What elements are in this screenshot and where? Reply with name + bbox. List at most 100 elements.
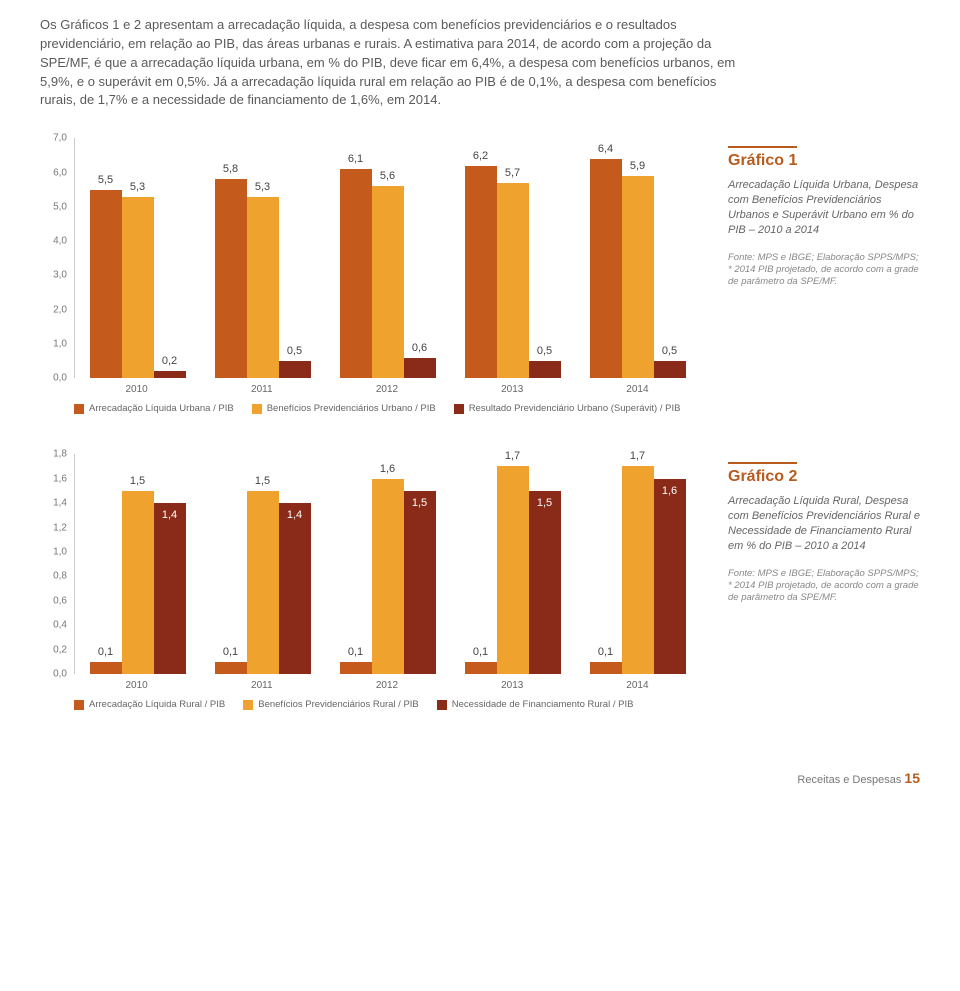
chart1-source: Fonte: MPS e IBGE; Elaboração SPPS/MPS; … [728, 252, 920, 289]
legend-swatch [74, 700, 84, 710]
chart2-source: Fonte: MPS e IBGE; Elaboração SPPS/MPS; … [728, 568, 920, 605]
ytick: 0,8 [53, 571, 67, 582]
chart2-title: Gráfico 2 [728, 462, 797, 486]
xlabel: 2012 [324, 384, 449, 395]
chart2-desc: Arrecadação Líquida Rural, Despesa com B… [728, 494, 920, 553]
year-group: 0,1 1,7 1,6 [575, 454, 700, 674]
legend-swatch [252, 404, 262, 414]
chart1-title: Gráfico 1 [728, 146, 797, 170]
bar-label: 1,6 [380, 463, 395, 475]
chart1-plot: 7,06,05,04,03,02,01,00,0 5,55,30,25,85,3… [74, 138, 700, 378]
ytick: 1,4 [53, 498, 67, 509]
chart2-legend: Arrecadação Líquida Rural / PIB Benefício… [74, 699, 700, 710]
year-group: 6,15,60,6 [325, 138, 450, 378]
ytick: 7,0 [53, 133, 67, 144]
chart1-yaxis: 7,06,05,04,03,02,01,00,0 [41, 138, 71, 378]
bar: 0,5 [654, 361, 686, 378]
bar-label: 1,7 [505, 450, 520, 462]
legend-label: Arrecadação Líquida Urbana / PIB [89, 403, 234, 414]
footer-section: Receitas e Despesas [797, 774, 901, 786]
bar: 5,7 [497, 183, 529, 378]
bar: 1,5 [529, 491, 561, 674]
bar-label: 1,7 [630, 450, 645, 462]
bar-label: 0,1 [98, 646, 113, 658]
bar-label: 6,4 [598, 143, 613, 155]
ytick: 4,0 [53, 236, 67, 247]
ytick: 1,0 [53, 338, 67, 349]
bar-label: 6,2 [473, 150, 488, 162]
bar: 1,4 [279, 503, 311, 674]
xlabel: 2013 [450, 384, 575, 395]
year-group: 0,11,71,5 [450, 454, 575, 674]
legend-swatch [437, 700, 447, 710]
bar: 5,6 [372, 186, 404, 378]
legend-item: Resultado Previdenciário Urbano (Superáv… [454, 403, 681, 414]
bar-label: 0,6 [412, 342, 427, 354]
bar: 5,5 [90, 190, 122, 379]
bar-label: 0,1 [223, 646, 238, 658]
bar-label: 0,5 [537, 345, 552, 357]
bar: 1,6 [372, 479, 404, 675]
xlabel: 2010 [74, 384, 199, 395]
bar-label: 5,9 [630, 160, 645, 172]
bar: 0,1 [465, 662, 497, 674]
bar: 0,1 [340, 662, 372, 674]
bar-label: 0,5 [287, 345, 302, 357]
legend-label: Necessidade de Financiamento Rural / PIB [452, 699, 634, 710]
bar: 0,5 [279, 361, 311, 378]
ytick: 0,0 [53, 669, 67, 680]
xlabel: 2014 [575, 384, 700, 395]
xlabel: 2010 [74, 680, 199, 691]
legend-swatch [454, 404, 464, 414]
bar: 5,8 [215, 179, 247, 378]
bar-label: 1,4 [287, 509, 302, 521]
chart1-xaxis: 20102011201220132014 [74, 384, 700, 395]
bar-label: 1,6 [662, 485, 677, 497]
bar: 0,6 [404, 358, 436, 379]
ytick: 0,2 [53, 644, 67, 655]
year-group: 6,4 5,9 0,5 [575, 138, 700, 378]
ytick: 3,0 [53, 270, 67, 281]
legend-label: Arrecadação Líquida Rural / PIB [89, 699, 225, 710]
bar-label: 1,5 [130, 475, 145, 487]
ytick: 0,4 [53, 620, 67, 631]
legend-label: Benefícios Previdenciários Rural / PIB [258, 699, 419, 710]
year-group: 5,55,30,2 [75, 138, 200, 378]
page-footer: Receitas e Despesas 15 [40, 770, 920, 786]
legend-item: Benefícios Previdenciários Urbano / PIB [252, 403, 436, 414]
xlabel: 2011 [199, 680, 324, 691]
bar-label: 5,7 [505, 167, 520, 179]
bar-label: 1,5 [412, 497, 427, 509]
bar-label: 1,4 [162, 509, 177, 521]
bar: 0,1 [90, 662, 122, 674]
chart2-plot: 1,81,61,41,21,00,80,60,40,20,0 0,11,51,4… [74, 454, 700, 674]
bar-label: 0,1 [598, 646, 613, 658]
bar: 1,7 [622, 466, 654, 674]
chart1-desc: Arrecadação Líquida Urbana, Despesa com … [728, 178, 920, 237]
legend-swatch [74, 404, 84, 414]
chart2-yaxis: 1,81,61,41,21,00,80,60,40,20,0 [41, 454, 71, 674]
legend-label: Benefícios Previdenciários Urbano / PIB [267, 403, 436, 414]
bar-label: 0,1 [473, 646, 488, 658]
bar-label: 1,5 [537, 497, 552, 509]
ytick: 6,0 [53, 167, 67, 178]
legend-item: Arrecadação Líquida Urbana / PIB [74, 403, 234, 414]
bar-label: 0,1 [348, 646, 363, 658]
bar-label: 5,3 [255, 181, 270, 193]
bar-label: 5,5 [98, 174, 113, 186]
ytick: 1,8 [53, 449, 67, 460]
year-group: 6,25,70,5 [450, 138, 575, 378]
xlabel: 2011 [199, 384, 324, 395]
year-group: 0,11,51,4 [200, 454, 325, 674]
intro-paragraph: Os Gráficos 1 e 2 apresentam a arrecadaç… [40, 16, 740, 110]
bar: 1,6 [654, 479, 686, 675]
ytick: 1,0 [53, 546, 67, 557]
bar: 0,1 [215, 662, 247, 674]
legend-item: Benefícios Previdenciários Rural / PIB [243, 699, 419, 710]
chart1-bars: 5,55,30,25,85,30,56,15,60,66,25,70,56,45… [75, 138, 700, 378]
chart2-bars: 0,11,51,40,11,51,40,11,61,50,11,71,50,11… [75, 454, 700, 674]
bar-label: 5,3 [130, 181, 145, 193]
chart2-container: 1,81,61,41,21,00,80,60,40,20,0 0,11,51,4… [40, 454, 920, 740]
ytick: 1,2 [53, 522, 67, 533]
bar: 0,5 [529, 361, 561, 378]
